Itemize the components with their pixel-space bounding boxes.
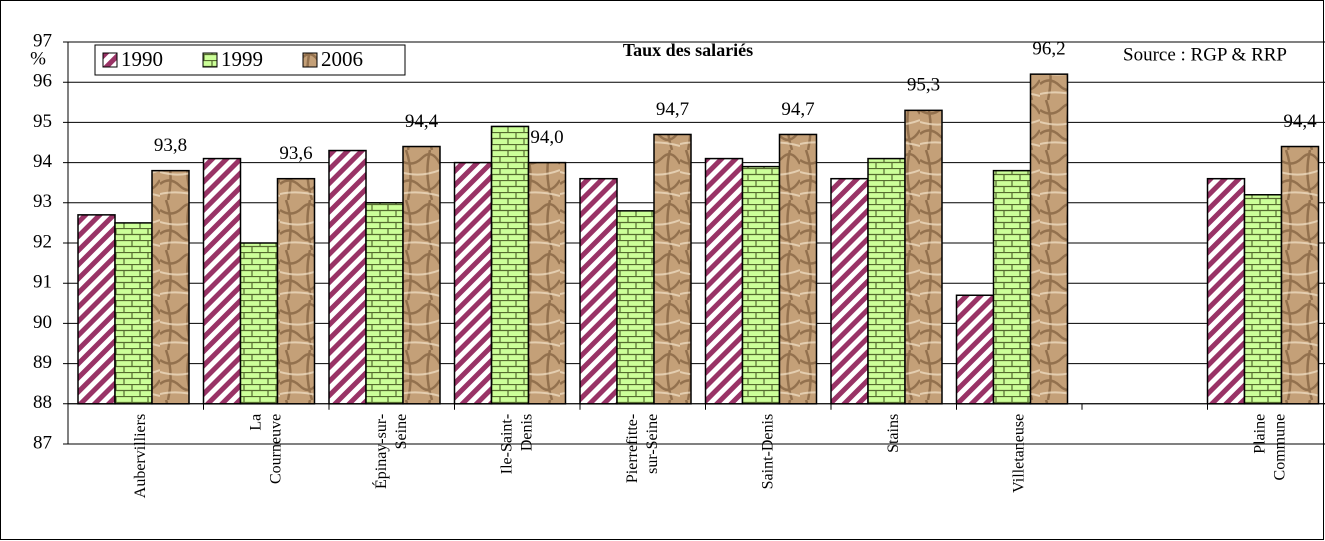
bar: [741, 165, 781, 405]
y-tick-label: 92: [33, 231, 52, 252]
x-tick-label: Épinay-sur- Seine: [370, 414, 409, 489]
y-tick-label: 93: [33, 191, 52, 212]
bar: [114, 222, 153, 405]
bar: [453, 161, 493, 405]
bar: [955, 294, 995, 405]
y-tick-label: 94: [33, 151, 53, 172]
source-note: Source : RGP & RRP: [1123, 44, 1287, 65]
bar: [1206, 177, 1246, 405]
data-label: 94,7: [656, 99, 689, 120]
x-tick-label: La Courneuve: [247, 414, 284, 484]
x-tick-label-line: Seine: [392, 414, 409, 450]
x-tick-label-line: Villetaneuse: [1010, 414, 1027, 493]
x-tick-label-line: Commune: [1271, 414, 1288, 481]
bar: [527, 161, 567, 405]
bar: [202, 157, 242, 405]
y-tick-label: 97: [33, 30, 52, 51]
legend-swatch: [302, 52, 318, 68]
bar: [1243, 194, 1283, 405]
x-tick-label: Stains: [884, 414, 901, 453]
bar: [402, 145, 441, 405]
legend-swatch: [202, 52, 218, 68]
legend-swatch: [102, 52, 118, 68]
x-tick-label-line: sur-Seine: [643, 414, 660, 474]
y-tick-label: 89: [33, 352, 52, 373]
bar: [239, 242, 279, 405]
legend-label: 1990: [121, 47, 163, 71]
x-tick-label-line: Courneuve: [267, 414, 284, 484]
y-tick-label: 95: [33, 111, 52, 132]
x-tick-label-line: Épinay-sur-: [370, 414, 389, 489]
chart-title: Taux des salariés: [623, 40, 753, 60]
bar: [490, 125, 530, 405]
y-tick-label: 90: [33, 312, 52, 333]
x-tick-label-line: La: [247, 414, 264, 431]
bar: [77, 214, 116, 405]
x-tick-label: Aubervilliers: [131, 414, 148, 498]
data-label: 94,4: [405, 111, 439, 132]
bar: [904, 109, 943, 405]
legend-label: 1999: [221, 47, 263, 71]
x-tick-label: Ile-Saint- Denis: [498, 414, 535, 474]
bar: [365, 202, 404, 405]
legend-box: [94, 44, 406, 76]
x-tick-label-line: Ile-Saint-: [498, 414, 515, 474]
bar: [579, 177, 618, 405]
bar: [328, 149, 367, 405]
data-label: 93,6: [279, 143, 312, 164]
y-tick-label: 88: [33, 392, 52, 413]
bar: [830, 177, 869, 405]
data-label: 94,0: [530, 127, 563, 148]
x-tick-label-line: Denis: [518, 414, 535, 451]
bar: [867, 157, 906, 405]
x-tick-label: Pierrefitte-sur-Seine: [623, 414, 660, 483]
data-label: 95,3: [907, 75, 940, 96]
bar: [778, 133, 818, 405]
bar: [276, 177, 316, 405]
x-tick-label-line: Stains: [884, 414, 901, 453]
data-label: 94,4: [1283, 111, 1317, 132]
y-tick-label: 91: [33, 272, 52, 293]
bar: [704, 157, 744, 405]
x-tick-label-line: Plaine: [1251, 414, 1268, 454]
x-tick-label: Villetaneuse: [1010, 414, 1027, 493]
bar: [616, 210, 655, 405]
x-tick-label-line: Saint-Denis: [759, 414, 776, 490]
x-tick-label-line: Pierrefitte-: [623, 414, 640, 483]
legend-label: 2006: [321, 47, 363, 71]
y-tick-label: 87: [33, 432, 52, 453]
bar: [1280, 145, 1320, 405]
x-tick-label: Plaine Commune: [1251, 414, 1288, 481]
x-tick-label: Saint-Denis: [759, 414, 776, 490]
y-tick-label: 96: [33, 71, 52, 92]
bar: [151, 169, 190, 405]
data-label: 94,7: [781, 99, 814, 120]
data-label: 96,2: [1032, 39, 1065, 60]
bar: [992, 169, 1032, 405]
bar: [653, 133, 692, 405]
x-tick-label-line: Aubervilliers: [131, 414, 148, 498]
data-label: 93,8: [154, 135, 187, 156]
bar: [1029, 73, 1069, 405]
y-axis-label: %: [30, 48, 46, 69]
